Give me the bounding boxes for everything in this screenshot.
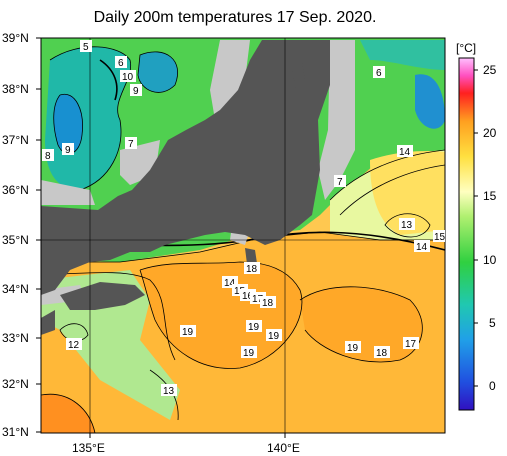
lat-label: 31°N	[2, 425, 29, 439]
lat-label: 37°N	[2, 133, 29, 147]
contour-label: 17	[403, 337, 419, 350]
svg-text:18: 18	[246, 264, 258, 275]
contour-label: 18	[244, 262, 260, 275]
lat-label: 32°N	[2, 377, 29, 391]
svg-text:13: 13	[401, 220, 413, 231]
svg-text:19: 19	[347, 343, 359, 354]
svg-text:7: 7	[128, 139, 134, 150]
svg-text:18: 18	[376, 348, 388, 359]
svg-text:17: 17	[252, 294, 264, 305]
longitude-labels: 135°E 140°E	[72, 441, 300, 455]
svg-text:6: 6	[376, 68, 382, 79]
contour-label: 13	[161, 384, 177, 397]
contour-label: 12	[66, 338, 82, 351]
lat-label: 39°N	[2, 31, 29, 45]
colorbar-tick: 15	[483, 189, 497, 203]
svg-text:6: 6	[118, 58, 124, 69]
contour-label: 19	[345, 341, 361, 354]
contour-label: 19	[246, 320, 262, 333]
svg-text:9: 9	[133, 86, 139, 97]
contour-label: 13	[399, 218, 415, 231]
contour-label: 7	[125, 137, 137, 150]
svg-text:19: 19	[243, 348, 255, 359]
colorbar-tick: 10	[483, 253, 497, 267]
svg-text:17: 17	[405, 339, 417, 350]
lat-label: 35°N	[2, 233, 29, 247]
lat-label: 33°N	[2, 331, 29, 345]
contour-label: 9	[130, 84, 142, 97]
contour-label: 19	[241, 346, 257, 359]
contour-label: 14	[397, 145, 413, 158]
svg-text:9: 9	[65, 145, 71, 156]
contour-label: 9	[62, 143, 74, 156]
svg-text:7: 7	[337, 177, 343, 188]
land-kyushu-fragment	[41, 310, 55, 335]
svg-text:5: 5	[83, 42, 89, 53]
svg-text:14: 14	[416, 242, 428, 253]
axis-ticks	[36, 37, 286, 438]
colorbar-tick: 0	[489, 379, 496, 393]
contour-label: 15	[433, 230, 446, 243]
contour-labels: 5 6 10 9 6 7 9 8 7 14 13 14 15 18 14 15 …	[42, 40, 446, 397]
contour-label: 18	[374, 346, 390, 359]
svg-text:14: 14	[399, 147, 411, 158]
colorbar-tick: 20	[483, 126, 497, 140]
svg-text:16: 16	[242, 291, 254, 302]
lat-label: 38°N	[2, 82, 29, 96]
svg-text:12: 12	[68, 340, 80, 351]
contour-label: 18	[260, 296, 276, 309]
contour-label: 6	[115, 56, 127, 69]
contour-label: 14	[414, 240, 430, 253]
latitude-labels: 39°N 38°N 37°N 36°N 35°N 34°N 33°N 32°N …	[2, 31, 29, 439]
lat-label: 36°N	[2, 183, 29, 197]
colorbar-tick: 25	[483, 63, 497, 77]
map-fields	[41, 38, 445, 433]
contour-label: 7	[334, 175, 346, 188]
svg-text:15: 15	[434, 232, 446, 243]
colorbar-unit: [°C]	[456, 41, 476, 55]
svg-text:13: 13	[163, 386, 175, 397]
contour-label: 19	[266, 329, 282, 342]
svg-text:14: 14	[224, 278, 236, 289]
lon-label: 140°E	[267, 441, 300, 455]
svg-text:19: 19	[248, 322, 260, 333]
svg-text:8: 8	[45, 151, 51, 162]
svg-text:15: 15	[234, 286, 246, 297]
svg-text:18: 18	[262, 298, 274, 309]
svg-text:10: 10	[122, 72, 134, 83]
contour-label: 8	[42, 149, 54, 162]
svg-text:19: 19	[268, 331, 280, 342]
colorbar-gradient	[458, 57, 475, 411]
land-sado	[292, 62, 305, 88]
land-honshu	[41, 40, 330, 295]
contour-label: 19	[180, 325, 196, 338]
map-title: Daily 200m temperatures 17 Sep. 2020.	[93, 9, 377, 26]
contour-label: 5	[80, 40, 92, 53]
contour-label: 10	[120, 70, 136, 83]
colorbar-tick: 5	[489, 316, 496, 330]
lat-label: 34°N	[2, 282, 29, 296]
colorbar: [°C] 25 20 15 10 5 0	[456, 41, 497, 411]
land-shikoku	[60, 282, 145, 310]
svg-text:19: 19	[182, 327, 194, 338]
lon-label: 135°E	[72, 441, 105, 455]
contour-label: 6	[373, 66, 385, 79]
